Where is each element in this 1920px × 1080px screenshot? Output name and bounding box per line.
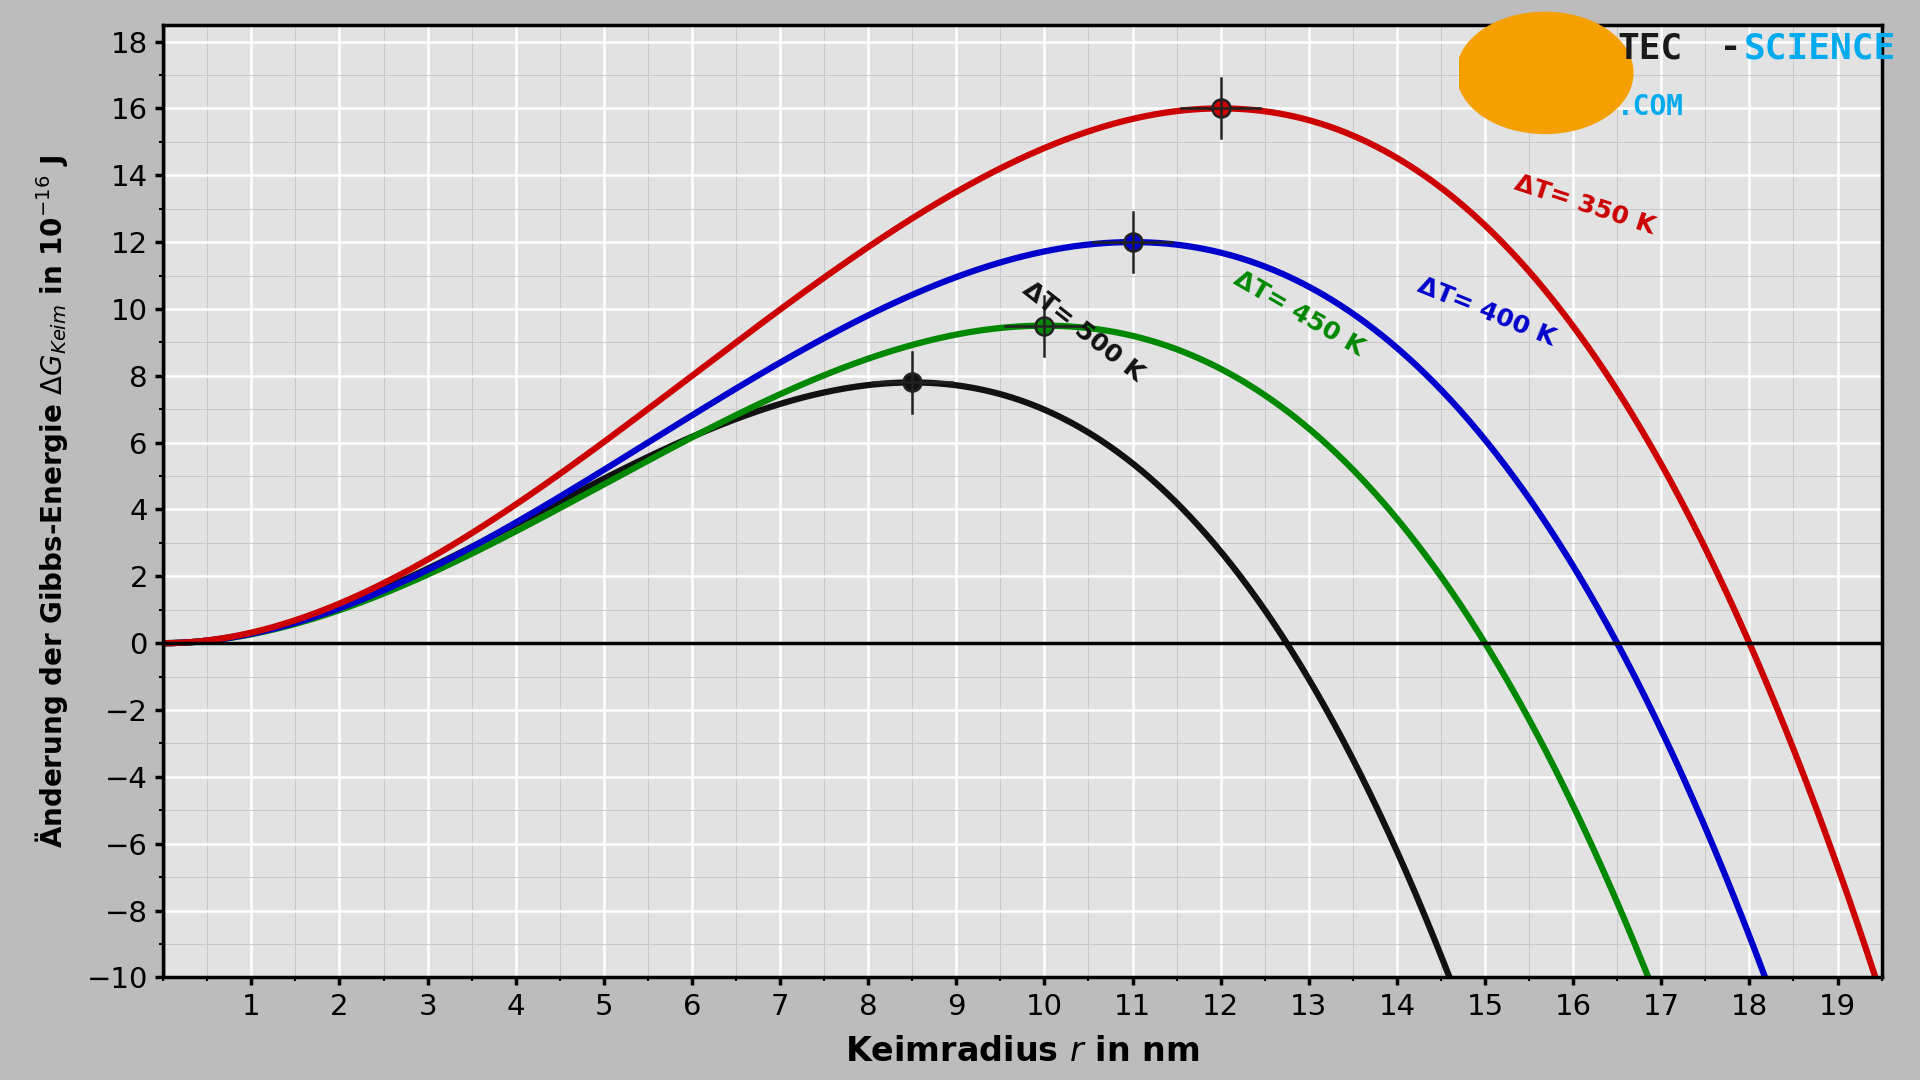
- Text: .COM: .COM: [1617, 93, 1684, 121]
- Text: TEC: TEC: [1617, 31, 1682, 65]
- Text: ΔT= 500 K: ΔT= 500 K: [1018, 278, 1148, 387]
- Text: ΔT= 450 K: ΔT= 450 K: [1229, 266, 1369, 360]
- Text: SCIENCE: SCIENCE: [1743, 31, 1895, 65]
- X-axis label: Keimradius $r$ in nm: Keimradius $r$ in nm: [845, 1035, 1200, 1067]
- Circle shape: [1457, 12, 1632, 134]
- Text: -: -: [1722, 31, 1738, 65]
- Text: ΔT= 400 K: ΔT= 400 K: [1415, 273, 1559, 350]
- Text: ΔT= 350 K: ΔT= 350 K: [1511, 171, 1659, 239]
- Y-axis label: Änderung der Gibbs-Energie $\Delta G_\mathit{Keim}$ in 10$^{-16}$ J: Änderung der Gibbs-Energie $\Delta G_\ma…: [33, 154, 69, 848]
